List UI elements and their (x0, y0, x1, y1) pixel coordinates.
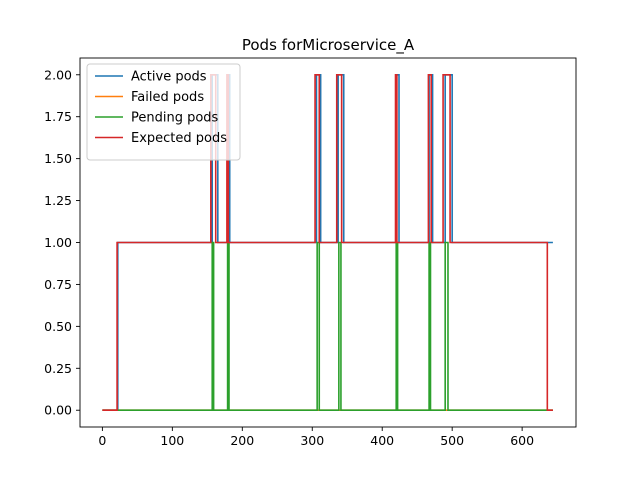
y-tick-label: 1.50 (44, 151, 72, 166)
x-tick-label: 500 (440, 433, 464, 448)
series-line-2 (102, 241, 553, 412)
y-tick-label: 0.25 (44, 361, 72, 376)
x-tick-label: 300 (300, 433, 324, 448)
x-tick-label: 200 (230, 433, 254, 448)
y-tick-label: 0.50 (44, 319, 72, 334)
y-tick-label: 0.75 (44, 277, 72, 292)
x-tick-label: 600 (510, 433, 534, 448)
x-tick-label: 0 (98, 433, 106, 448)
y-tick-label: 1.75 (44, 109, 72, 124)
legend-label: Pending pods (131, 111, 219, 126)
legend: Active pods Failed pods Pending pods Expect… (86, 63, 241, 161)
legend-label: Active pods (131, 70, 207, 85)
legend-label: Failed pods (131, 90, 204, 105)
y-tick-label: 1.25 (44, 193, 72, 208)
legend-box (86, 63, 241, 161)
axes-layer: 0 100 200 300 400 500 600 0.00 0.25 0.50 0.75 1.00 1… (44, 57, 577, 448)
y-tick-label: 2.00 (44, 67, 72, 82)
chart-title: Pods forMicroservice_A (242, 36, 415, 55)
y-tick-label: 1.00 (44, 235, 72, 250)
y-tick-label: 0.00 (44, 403, 72, 418)
x-tick-label: 100 (160, 433, 184, 448)
legend-label: Expected pods (131, 131, 227, 146)
x-tick-label: 400 (370, 433, 394, 448)
